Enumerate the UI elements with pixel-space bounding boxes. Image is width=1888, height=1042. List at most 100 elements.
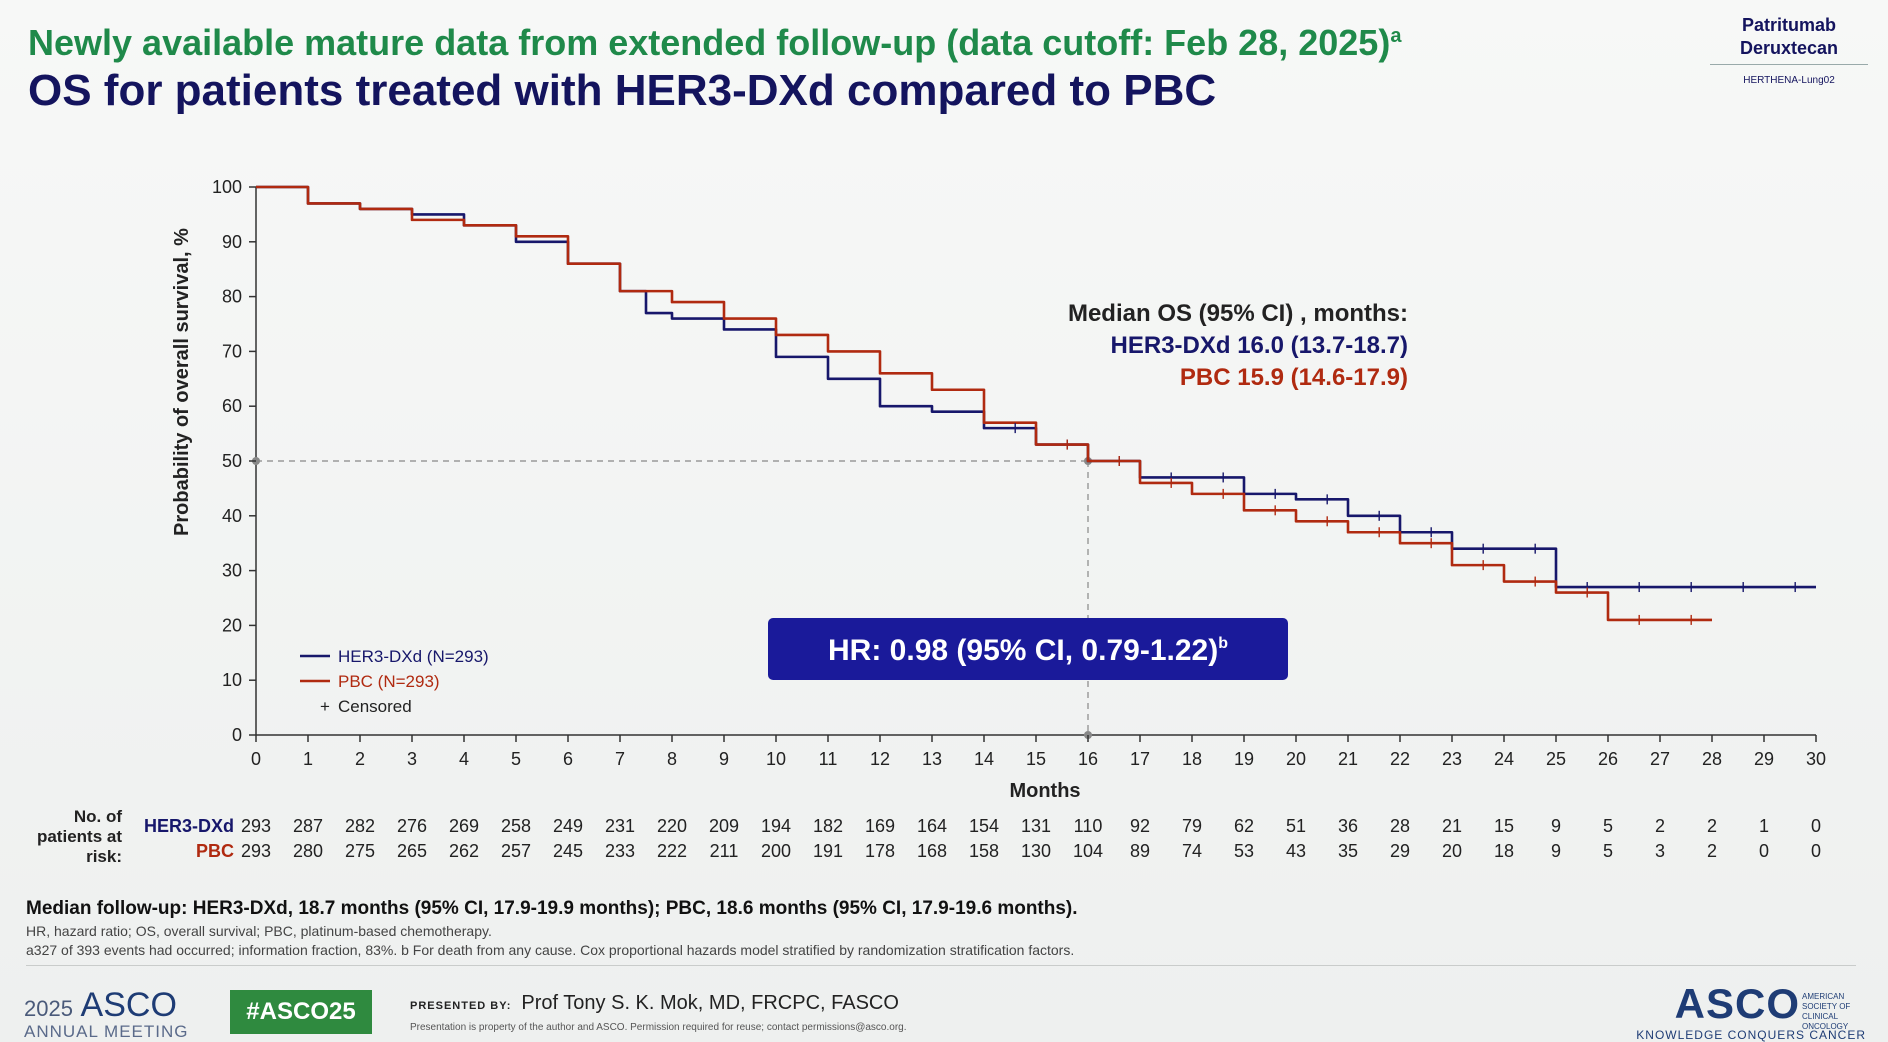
footer-meeting: ANNUAL MEETING — [24, 1022, 189, 1041]
risk-cell: 35 — [1338, 841, 1358, 861]
x-tick-label: 22 — [1390, 749, 1410, 769]
presented-by: PRESENTED BY: Prof Tony S. K. Mok, MD, FR… — [410, 992, 899, 1015]
risk-cell: 43 — [1286, 841, 1306, 861]
x-tick-label: 28 — [1702, 749, 1722, 769]
risk-cell: 220 — [657, 816, 687, 836]
risk-cell: 5 — [1603, 841, 1613, 861]
y-axis-label: Probability of overall survival, % — [171, 228, 193, 536]
legend-label-her3: HER3-DXd (N=293) — [338, 647, 489, 666]
risk-cell: 194 — [761, 816, 791, 836]
risk-cell: 51 — [1286, 816, 1306, 836]
hr-box — [768, 618, 1288, 680]
x-tick-label: 1 — [303, 749, 313, 769]
risk-cell: 158 — [969, 841, 999, 861]
y-tick-label: 30 — [222, 561, 242, 581]
x-tick-label: 27 — [1650, 749, 1670, 769]
risk-row-label: PBC — [196, 841, 234, 861]
median-os-her3: HER3-DXd 16.0 (13.7-18.7) — [1111, 332, 1408, 359]
risk-cell: 191 — [813, 841, 843, 861]
x-axis-label: Months — [1009, 780, 1080, 802]
x-tick-label: 4 — [459, 749, 469, 769]
y-tick-label: 100 — [212, 177, 242, 197]
x-tick-label: 2 — [355, 749, 365, 769]
x-tick-label: 6 — [563, 749, 573, 769]
risk-cell: 209 — [709, 816, 739, 836]
x-tick-label: 9 — [719, 749, 729, 769]
risk-cell: 36 — [1338, 816, 1358, 836]
x-tick-label: 11 — [819, 749, 838, 769]
asco-society-name: AMERICAN SOCIETY OF CLINICAL ONCOLOGY — [1802, 992, 1851, 1031]
risk-cell: 0 — [1759, 841, 1769, 861]
x-tick-label: 25 — [1546, 749, 1566, 769]
x-tick-label: 29 — [1754, 749, 1774, 769]
x-tick-label: 17 — [1130, 749, 1150, 769]
risk-cell: 53 — [1234, 841, 1254, 861]
risk-cell: 249 — [553, 816, 583, 836]
x-tick-label: 20 — [1286, 749, 1306, 769]
y-tick-label: 70 — [222, 341, 242, 361]
footer: 2025 ASCO ANNUAL MEETING #ASCO25 PRESENT… — [0, 980, 1888, 1042]
x-tick-label: 8 — [667, 749, 677, 769]
risk-cell: 262 — [449, 841, 479, 861]
x-tick-label: 14 — [974, 749, 994, 769]
risk-cell: 245 — [553, 841, 583, 861]
x-tick-label: 24 — [1494, 749, 1514, 769]
risk-cell: 62 — [1234, 816, 1254, 836]
risk-cell: 130 — [1021, 841, 1051, 861]
risk-row-label: HER3-DXd — [144, 816, 234, 836]
chart-legend: HER3-DXd (N=293) PBC (N=293) + Censored — [300, 647, 489, 716]
risk-cell: 89 — [1130, 841, 1150, 861]
risk-cell: 9 — [1551, 841, 1561, 861]
risk-cell: 211 — [710, 841, 739, 861]
risk-cell: 233 — [605, 841, 635, 861]
legend-label-pbc: PBC (N=293) — [338, 672, 440, 691]
property-notice: Presentation is property of the author a… — [410, 1022, 907, 1033]
risk-cell: 92 — [1130, 816, 1150, 836]
x-tick-label: 10 — [766, 749, 786, 769]
x-tick-label: 30 — [1806, 749, 1826, 769]
footnote-abbreviations: HR, hazard ratio; OS, overall survival; … — [26, 923, 492, 939]
risk-header-line: risk: — [86, 847, 122, 866]
risk-cell: 258 — [501, 816, 531, 836]
risk-cell: 15 — [1494, 816, 1514, 836]
y-tick-label: 50 — [222, 451, 242, 471]
risk-cell: 0 — [1811, 841, 1821, 861]
footer-year: 2025 — [24, 996, 73, 1021]
x-tick-label: 0 — [251, 749, 261, 769]
risk-header-line: No. of — [74, 807, 122, 826]
hashtag-badge: #ASCO25 — [230, 990, 372, 1034]
risk-cell: 2 — [1655, 816, 1665, 836]
y-tick-label: 10 — [222, 670, 242, 690]
risk-cell: 21 — [1442, 816, 1462, 836]
risk-cell: 164 — [917, 816, 947, 836]
curve-pbc — [256, 185, 1712, 622]
risk-cell: 265 — [397, 841, 427, 861]
risk-cell: 29 — [1390, 841, 1410, 861]
risk-cell: 169 — [865, 816, 895, 836]
x-tick-label: 26 — [1598, 749, 1618, 769]
badge-line-2: Deruxtecan — [1739, 38, 1839, 58]
slide-subtitle: Newly available mature data from extende… — [28, 22, 1402, 63]
presented-by-label: PRESENTED BY: — [410, 1000, 512, 1012]
curve-her3 — [256, 185, 1816, 589]
footer-brand: ASCO — [80, 986, 177, 1024]
risk-cell: 1 — [1759, 816, 1769, 836]
x-tick-label: 13 — [922, 749, 942, 769]
hr-box-text: HR: 0.98 (95% CI, 0.79-1.22)b — [828, 634, 1228, 667]
footer-divider — [26, 965, 1856, 966]
risk-cell: 182 — [813, 816, 843, 836]
x-tick-label: 18 — [1182, 749, 1202, 769]
y-tick-label: 40 — [222, 506, 242, 526]
x-tick-label: 5 — [511, 749, 521, 769]
y-tick-label: 80 — [222, 287, 242, 307]
risk-cell: 0 — [1811, 816, 1821, 836]
risk-cell: 276 — [397, 816, 427, 836]
risk-cell: 104 — [1073, 841, 1103, 861]
x-tick-label: 3 — [407, 749, 417, 769]
risk-cell: 154 — [969, 816, 999, 836]
presenter-name: Prof Tony S. K. Mok, MD, FRCPC, FASCO — [521, 992, 899, 1014]
chart-curves — [256, 185, 1816, 622]
risk-cell: 74 — [1182, 841, 1202, 861]
